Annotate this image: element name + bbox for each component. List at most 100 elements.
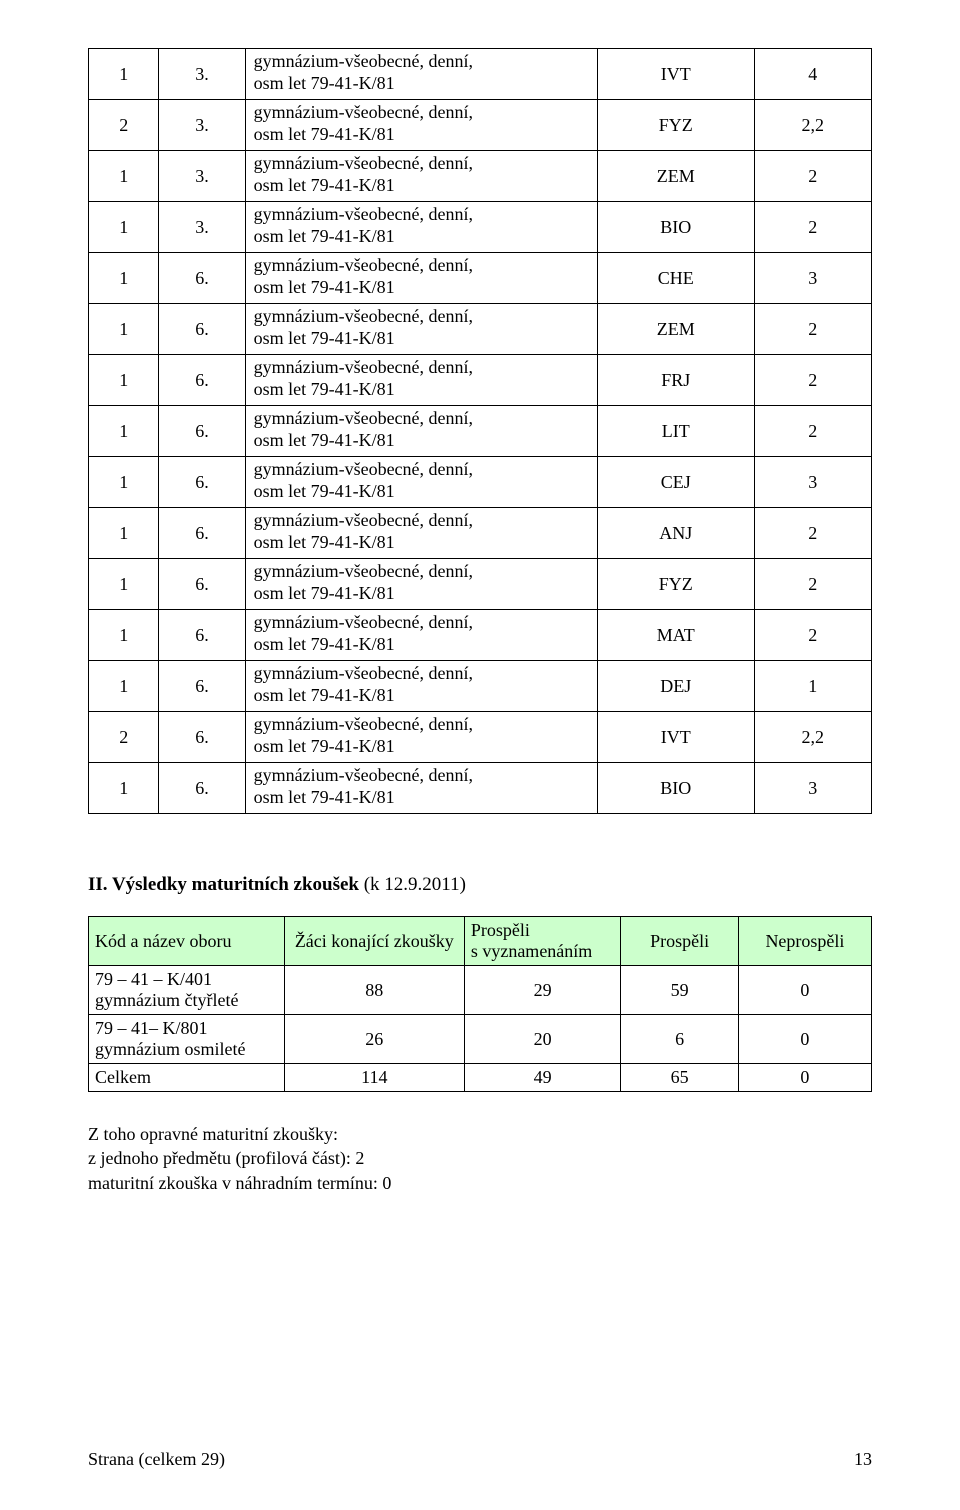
note-line: Z toho opravné maturitní zkoušky: bbox=[88, 1122, 872, 1146]
col-value: 4 bbox=[754, 49, 871, 100]
section-heading-rest: (k 12.9.2011) bbox=[359, 874, 466, 895]
col-desc: gymnázium-všeobecné, denní,osm let 79-41… bbox=[245, 559, 597, 610]
col-desc: gymnázium-všeobecné, denní,osm let 79-41… bbox=[245, 304, 597, 355]
col-subject: IVT bbox=[597, 712, 754, 763]
col-value: 2,2 bbox=[754, 100, 871, 151]
col-subject: FRJ bbox=[597, 355, 754, 406]
col-subject: DEJ bbox=[597, 661, 754, 712]
col-a: 1 bbox=[89, 406, 159, 457]
table-row: 13.gymnázium-všeobecné, denní,osm let 79… bbox=[89, 49, 872, 100]
results-failed: 0 bbox=[738, 966, 871, 1015]
col-desc: gymnázium-všeobecné, denní,osm let 79-41… bbox=[245, 763, 597, 814]
col-desc: gymnázium-všeobecné, denní,osm let 79-41… bbox=[245, 457, 597, 508]
col-a: 1 bbox=[89, 202, 159, 253]
col-a: 2 bbox=[89, 100, 159, 151]
col-b: 6. bbox=[159, 661, 245, 712]
col-desc: gymnázium-všeobecné, denní,osm let 79-41… bbox=[245, 508, 597, 559]
results-honors: 29 bbox=[464, 966, 621, 1015]
table-row: 16.gymnázium-všeobecné, denní,osm let 79… bbox=[89, 610, 872, 661]
col-desc: gymnázium-všeobecné, denní,osm let 79-41… bbox=[245, 355, 597, 406]
col-desc: gymnázium-všeobecné, denní,osm let 79-41… bbox=[245, 253, 597, 304]
results-col-code: Kód a název oboru bbox=[89, 917, 285, 966]
col-desc: gymnázium-všeobecné, denní,osm let 79-41… bbox=[245, 100, 597, 151]
results-col-passed: Prospěli bbox=[621, 917, 738, 966]
col-a: 1 bbox=[89, 559, 159, 610]
results-col-failed: Neprospěli bbox=[738, 917, 871, 966]
col-b: 6. bbox=[159, 355, 245, 406]
table-row: 16.gymnázium-všeobecné, denní,osm let 79… bbox=[89, 661, 872, 712]
footer-left: Strana (celkem 29) bbox=[88, 1449, 225, 1470]
col-b: 3. bbox=[159, 100, 245, 151]
col-desc: gymnázium-všeobecné, denní,osm let 79-41… bbox=[245, 202, 597, 253]
subjects-table: 13.gymnázium-všeobecné, denní,osm let 79… bbox=[88, 48, 872, 814]
col-a: 1 bbox=[89, 253, 159, 304]
col-desc: gymnázium-všeobecné, denní,osm let 79-41… bbox=[245, 610, 597, 661]
col-a: 1 bbox=[89, 508, 159, 559]
table-row: 16.gymnázium-všeobecné, denní,osm let 79… bbox=[89, 304, 872, 355]
col-b: 6. bbox=[159, 610, 245, 661]
col-a: 1 bbox=[89, 457, 159, 508]
col-value: 2 bbox=[754, 304, 871, 355]
page: 13.gymnázium-všeobecné, denní,osm let 79… bbox=[0, 0, 960, 1510]
table-row: 23.gymnázium-všeobecné, denní,osm let 79… bbox=[89, 100, 872, 151]
section-heading-bold: II. Výsledky maturitních zkoušek bbox=[88, 874, 359, 895]
col-desc: gymnázium-všeobecné, denní,osm let 79-41… bbox=[245, 49, 597, 100]
col-value: 2 bbox=[754, 559, 871, 610]
col-value: 3 bbox=[754, 253, 871, 304]
col-subject: MAT bbox=[597, 610, 754, 661]
results-failed: 0 bbox=[738, 1015, 871, 1064]
col-subject: ANJ bbox=[597, 508, 754, 559]
col-value: 3 bbox=[754, 457, 871, 508]
col-subject: FYZ bbox=[597, 559, 754, 610]
col-a: 2 bbox=[89, 712, 159, 763]
col-value: 2 bbox=[754, 202, 871, 253]
table-row: 16.gymnázium-všeobecné, denní,osm let 79… bbox=[89, 763, 872, 814]
col-subject: FYZ bbox=[597, 100, 754, 151]
col-subject: ZEM bbox=[597, 304, 754, 355]
col-subject: LIT bbox=[597, 406, 754, 457]
col-desc: gymnázium-všeobecné, denní,osm let 79-41… bbox=[245, 712, 597, 763]
col-b: 3. bbox=[159, 151, 245, 202]
col-value: 2 bbox=[754, 151, 871, 202]
results-passed: 59 bbox=[621, 966, 738, 1015]
col-a: 1 bbox=[89, 355, 159, 406]
table-row: 13.gymnázium-všeobecné, denní,osm let 79… bbox=[89, 151, 872, 202]
note-line: z jednoho předmětu (profilová část): 2 bbox=[88, 1146, 872, 1170]
col-a: 1 bbox=[89, 49, 159, 100]
section-heading: II. Výsledky maturitních zkoušek (k 12.9… bbox=[88, 874, 872, 896]
results-row: 79 – 41– K/801gymnázium osmileté262060 bbox=[89, 1015, 872, 1064]
results-honors: 49 bbox=[464, 1064, 621, 1092]
col-b: 6. bbox=[159, 253, 245, 304]
results-row: Celkem11449650 bbox=[89, 1064, 872, 1092]
col-b: 6. bbox=[159, 406, 245, 457]
col-b: 6. bbox=[159, 304, 245, 355]
table-row: 16.gymnázium-všeobecné, denní,osm let 79… bbox=[89, 559, 872, 610]
col-b: 6. bbox=[159, 559, 245, 610]
results-passed: 6 bbox=[621, 1015, 738, 1064]
col-subject: ZEM bbox=[597, 151, 754, 202]
results-row: 79 – 41 – K/401gymnázium čtyřleté8829590 bbox=[89, 966, 872, 1015]
col-a: 1 bbox=[89, 661, 159, 712]
col-value: 2,2 bbox=[754, 712, 871, 763]
col-subject: CHE bbox=[597, 253, 754, 304]
results-label: Celkem bbox=[89, 1064, 285, 1092]
col-value: 2 bbox=[754, 406, 871, 457]
results-failed: 0 bbox=[738, 1064, 871, 1092]
col-b: 6. bbox=[159, 457, 245, 508]
col-subject: IVT bbox=[597, 49, 754, 100]
results-label: 79 – 41– K/801gymnázium osmileté bbox=[89, 1015, 285, 1064]
results-col-taking: Žáci konající zkoušky bbox=[284, 917, 464, 966]
col-b: 6. bbox=[159, 712, 245, 763]
table-row: 26.gymnázium-všeobecné, denní,osm let 79… bbox=[89, 712, 872, 763]
results-taking: 26 bbox=[284, 1015, 464, 1064]
col-a: 1 bbox=[89, 763, 159, 814]
note-line: maturitní zkouška v náhradním termínu: 0 bbox=[88, 1171, 872, 1195]
table-row: 13.gymnázium-všeobecné, denní,osm let 79… bbox=[89, 202, 872, 253]
col-value: 1 bbox=[754, 661, 871, 712]
results-passed: 65 bbox=[621, 1064, 738, 1092]
table-row: 16.gymnázium-všeobecné, denní,osm let 79… bbox=[89, 457, 872, 508]
table-row: 16.gymnázium-všeobecné, denní,osm let 79… bbox=[89, 253, 872, 304]
col-subject: CEJ bbox=[597, 457, 754, 508]
col-subject: BIO bbox=[597, 763, 754, 814]
col-desc: gymnázium-všeobecné, denní,osm let 79-41… bbox=[245, 661, 597, 712]
